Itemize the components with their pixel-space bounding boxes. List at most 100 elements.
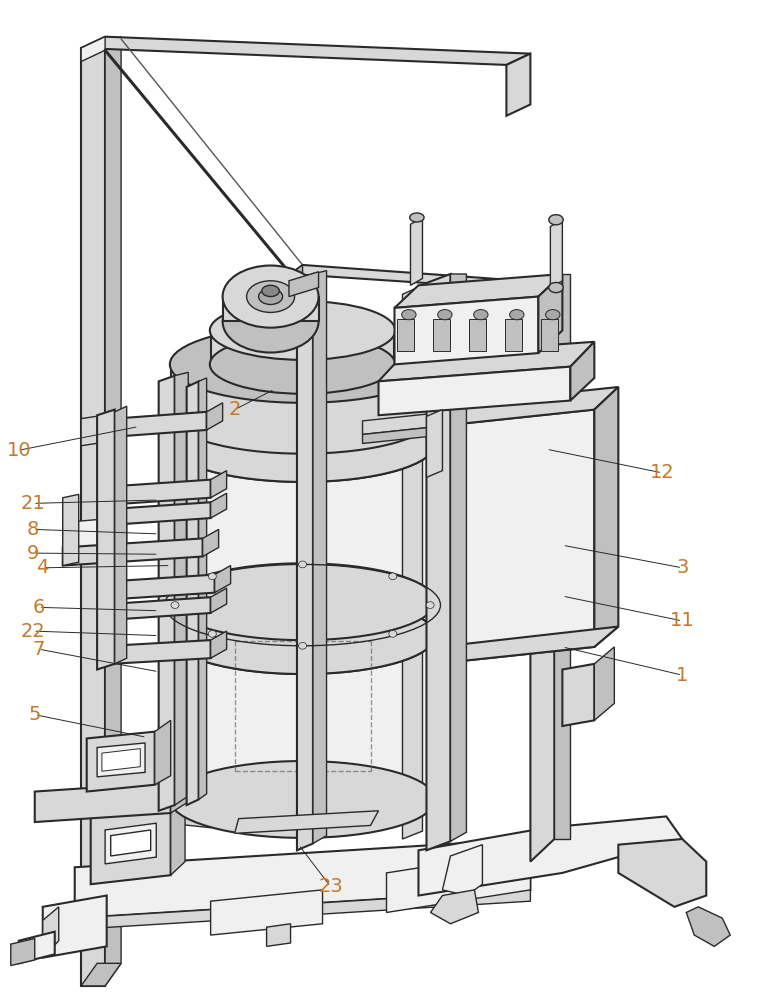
Polygon shape: [81, 37, 105, 62]
Polygon shape: [686, 907, 730, 946]
Text: 9: 9: [27, 544, 39, 563]
Polygon shape: [410, 217, 423, 285]
Polygon shape: [594, 387, 618, 647]
Polygon shape: [114, 406, 127, 664]
Ellipse shape: [171, 763, 434, 836]
Polygon shape: [291, 265, 506, 288]
Ellipse shape: [509, 310, 524, 320]
Ellipse shape: [438, 310, 452, 320]
Text: 3: 3: [676, 558, 689, 577]
Ellipse shape: [209, 573, 216, 580]
Polygon shape: [363, 428, 427, 443]
Text: 23: 23: [318, 877, 343, 896]
Polygon shape: [19, 932, 55, 963]
Polygon shape: [203, 529, 219, 557]
Polygon shape: [379, 367, 570, 415]
Polygon shape: [171, 610, 302, 799]
Polygon shape: [171, 415, 434, 443]
Ellipse shape: [170, 326, 435, 403]
Polygon shape: [210, 890, 322, 935]
Polygon shape: [206, 403, 223, 430]
Polygon shape: [63, 538, 203, 566]
Polygon shape: [171, 443, 434, 602]
Text: 10: 10: [6, 441, 31, 460]
Ellipse shape: [262, 285, 279, 297]
Ellipse shape: [546, 310, 560, 320]
Polygon shape: [434, 387, 618, 427]
Ellipse shape: [170, 405, 435, 482]
Text: 4: 4: [36, 558, 49, 577]
Polygon shape: [105, 805, 226, 828]
Polygon shape: [427, 274, 451, 850]
Ellipse shape: [170, 597, 435, 674]
Polygon shape: [99, 412, 206, 438]
Bar: [469, 319, 486, 351]
Text: 7: 7: [32, 640, 45, 659]
Polygon shape: [97, 743, 145, 777]
Polygon shape: [90, 805, 171, 884]
Polygon shape: [75, 839, 530, 918]
Polygon shape: [210, 330, 394, 364]
Text: 6: 6: [32, 598, 45, 617]
Polygon shape: [81, 963, 121, 986]
Ellipse shape: [209, 301, 395, 360]
Ellipse shape: [209, 335, 395, 394]
Polygon shape: [291, 265, 302, 297]
Polygon shape: [554, 274, 570, 839]
Bar: [541, 319, 558, 351]
Polygon shape: [81, 48, 105, 986]
Text: 2: 2: [229, 400, 241, 419]
Polygon shape: [267, 924, 291, 946]
Polygon shape: [235, 811, 379, 833]
Polygon shape: [431, 890, 478, 924]
Polygon shape: [158, 376, 175, 811]
Ellipse shape: [298, 642, 307, 649]
Polygon shape: [199, 378, 206, 799]
Polygon shape: [43, 907, 59, 958]
Polygon shape: [434, 627, 618, 664]
Ellipse shape: [171, 602, 179, 608]
Polygon shape: [171, 771, 186, 813]
Polygon shape: [538, 274, 563, 353]
Polygon shape: [35, 783, 171, 822]
Polygon shape: [155, 720, 171, 785]
Ellipse shape: [170, 377, 435, 454]
Polygon shape: [223, 297, 318, 321]
Polygon shape: [394, 274, 563, 308]
Polygon shape: [386, 850, 530, 912]
Ellipse shape: [549, 282, 564, 293]
Bar: [505, 319, 523, 351]
Polygon shape: [171, 364, 434, 415]
Text: 12: 12: [650, 463, 675, 482]
Ellipse shape: [247, 281, 295, 312]
Polygon shape: [111, 830, 151, 856]
Ellipse shape: [209, 630, 216, 637]
Polygon shape: [418, 816, 683, 896]
Polygon shape: [171, 636, 434, 799]
Ellipse shape: [170, 563, 435, 640]
Ellipse shape: [474, 310, 488, 320]
Polygon shape: [81, 37, 530, 65]
Ellipse shape: [389, 630, 397, 637]
Polygon shape: [594, 647, 615, 720]
Polygon shape: [111, 480, 210, 505]
Polygon shape: [313, 271, 326, 844]
Polygon shape: [171, 647, 434, 799]
Polygon shape: [210, 471, 226, 498]
Polygon shape: [63, 494, 79, 566]
Polygon shape: [43, 896, 107, 958]
Polygon shape: [75, 890, 530, 929]
Polygon shape: [81, 414, 111, 446]
Ellipse shape: [170, 597, 435, 674]
Polygon shape: [563, 664, 594, 726]
Polygon shape: [186, 381, 199, 805]
Polygon shape: [215, 566, 230, 593]
Text: 11: 11: [670, 611, 695, 630]
Polygon shape: [297, 274, 313, 850]
Ellipse shape: [223, 266, 318, 328]
Polygon shape: [105, 37, 121, 986]
Polygon shape: [63, 517, 127, 566]
Polygon shape: [451, 274, 466, 841]
Ellipse shape: [549, 215, 564, 225]
Polygon shape: [434, 410, 594, 664]
